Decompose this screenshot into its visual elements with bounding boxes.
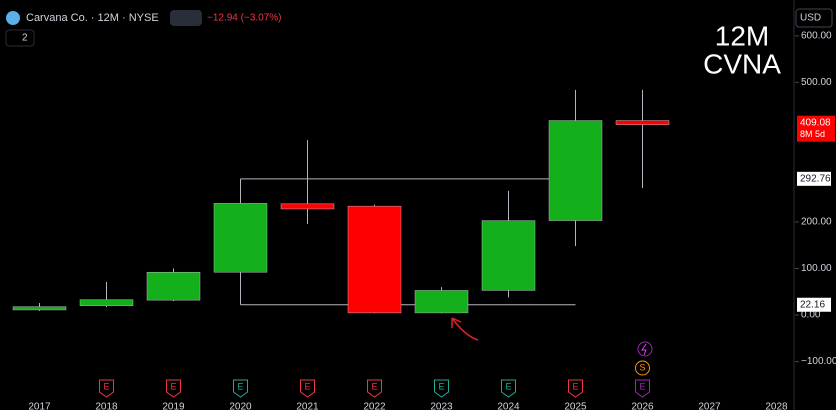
candle-body (548, 120, 603, 221)
earnings-label[interactable]: E (237, 381, 243, 391)
x-tick-label: 2020 (229, 402, 252, 410)
earnings-label[interactable]: E (572, 381, 578, 391)
chart-type-toggle[interactable] (170, 10, 202, 26)
x-tick-label: 2017 (28, 402, 51, 410)
earnings-label[interactable]: E (505, 381, 511, 391)
drawing-price-tag (797, 171, 831, 186)
x-tick-label: 2025 (564, 402, 587, 410)
earnings-marker (635, 379, 650, 398)
earnings-marker (300, 379, 315, 398)
candle-body (280, 203, 335, 210)
earnings-marker (501, 379, 516, 398)
indicator-count[interactable]: 2 (22, 33, 28, 44)
earnings-label[interactable]: E (170, 381, 176, 391)
watermark-ticker: CVNA (703, 48, 781, 79)
candle-body (615, 120, 670, 125)
currency-button[interactable] (795, 8, 833, 28)
candle-body (79, 299, 134, 307)
drawing-price-label: 22.16 (800, 299, 825, 310)
candle-body (213, 203, 268, 273)
earnings-marker (434, 379, 449, 398)
candle-body (146, 271, 201, 301)
y-tick-label: 500.00 (801, 77, 832, 88)
candle-body (481, 220, 536, 291)
symbol-logo (6, 11, 20, 25)
watermark-interval: 12M (715, 20, 769, 51)
earnings-marker (166, 379, 181, 398)
x-tick-label: 2026 (631, 402, 654, 410)
y-tick-label: −100.00 (801, 356, 836, 367)
drawing-price-tag (797, 297, 831, 312)
x-tick-label: 2022 (363, 402, 386, 410)
x-tick-label: 2028 (765, 402, 788, 410)
candle-body (347, 205, 402, 314)
earnings-marker (233, 379, 248, 398)
last-price-label: 409.08 (800, 117, 831, 128)
x-tick-label: 2019 (162, 402, 185, 410)
drawing-price-label: 292.76 (800, 173, 831, 184)
currency[interactable]: USD (800, 13, 821, 24)
last-price-tag (797, 115, 835, 142)
y-tick-label: 100.00 (801, 263, 832, 274)
earnings-marker (367, 379, 382, 398)
x-tick-label: 2027 (698, 402, 721, 410)
x-tick-label: 2021 (296, 402, 319, 410)
dividend-label: S (639, 362, 645, 372)
dividend-marker (635, 360, 650, 376)
earnings-label[interactable]: E (304, 381, 310, 391)
countdown-label: 8M 5d (800, 129, 825, 139)
x-tick-label: 2023 (430, 402, 453, 410)
price-change: −12.94 (−3.07%) (207, 13, 282, 24)
symbol-title[interactable]: Carvana Co. · 12M · NYSE (26, 12, 159, 24)
y-tick-label: 600.00 (801, 30, 832, 41)
candle-body (12, 306, 67, 311)
earnings-marker (568, 379, 583, 398)
earnings-label[interactable]: E (438, 381, 444, 391)
earnings-label[interactable]: E (103, 381, 109, 391)
earnings-label[interactable]: E (371, 381, 377, 391)
y-tick-label: 0.00 (801, 310, 821, 321)
hand-drawn-arrow (451, 317, 479, 341)
indicators-toggle[interactable] (5, 29, 35, 47)
earnings-marker (99, 379, 114, 398)
alert-icon (637, 341, 653, 357)
candle-body (414, 290, 469, 314)
x-tick-label: 2018 (95, 402, 118, 410)
x-tick-label: 2024 (497, 402, 520, 410)
y-tick-label: 200.00 (801, 217, 832, 228)
earnings-label[interactable]: E (639, 381, 645, 391)
